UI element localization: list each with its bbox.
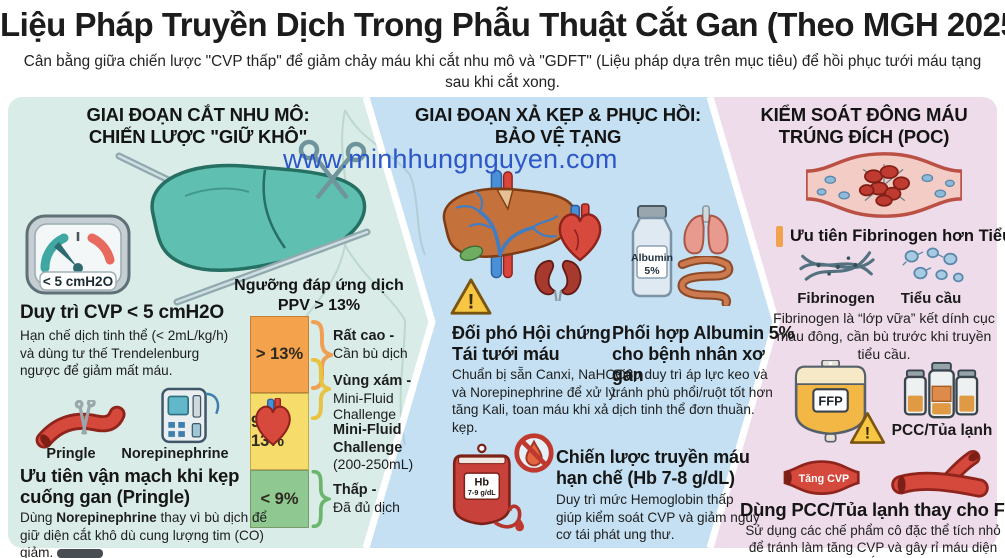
albumin-heading: Phối hợp Albumin 5% cho bệnh nhân xơ gan: [612, 323, 795, 385]
kidneys-icon: [534, 259, 582, 301]
albumin-bottle-icon: Albumin 5%: [631, 205, 673, 298]
hb-label: Hb: [475, 476, 490, 488]
coagulation-panel-title: KIỂM SOÁT ĐÔNG MÁU TRÚNG ĐÍCH (POC): [760, 104, 968, 147]
fibrinogen-label: Fibrinogen: [797, 290, 875, 307]
ffp-bag-icon: FFP !: [794, 360, 886, 444]
pcc-heading: Dùng PCC/Tủa lạnh thay cho FFP: [740, 499, 1005, 520]
blood-bag-icon: Hb 7-9 g/dL: [452, 443, 524, 532]
lungs-icon: [683, 205, 729, 255]
transfusion-heading: Chiến lược truyền máu hạn chế (Hb 7-8 g/…: [556, 447, 750, 488]
vasopressor-body: Dùng Norepinephrine thay vì bù dịch để g…: [20, 510, 268, 558]
svg-text:!: !: [865, 424, 870, 442]
albumin-body: Giúp duy trì áp lực keo và tránh phù phổ…: [612, 367, 773, 417]
cvp-gauge-value: < 5 cmH2O: [43, 274, 113, 289]
svg-text:7-9 g/dL: 7-9 g/dL: [468, 488, 496, 497]
raised-cvp-vessel-icon: Tăng CVP: [783, 460, 860, 495]
brace-low-icon: [311, 470, 331, 528]
page-subtitle: Cân bằng giữa chiến lược "CVP thấp" để g…: [23, 53, 982, 91]
norepinephrine-label: Norepinephrine: [121, 446, 229, 462]
fibrinogen-icon: [799, 251, 875, 281]
heart-icon: [558, 203, 602, 262]
reperfusion-heading: Đối phó Hội chứng Tái tưới máu: [452, 323, 611, 364]
cvp-gauge-icon: < 5 cmH2O: [25, 214, 131, 295]
blood-clot-vessel-illustration: [806, 152, 962, 218]
partially-visible-object: [57, 549, 103, 558]
ppv-scale-title: Ngưỡng đáp ứng dịch PPV > 13%: [234, 277, 404, 314]
liver-resection-illustration: [115, 139, 371, 306]
fibrinogen-body: Fibrinogen là “lớp vữa” kết dính cục máu…: [773, 310, 995, 362]
pringle-label: Pringle: [46, 446, 96, 462]
platelets-icon: [902, 247, 964, 283]
ppv-label-low: Thấp - Đã đủ dịch: [333, 482, 400, 515]
liver-reperfusion-illustration: [442, 169, 577, 279]
ffp-label: FFP: [818, 394, 843, 409]
priority-accent-bar: [776, 226, 783, 247]
page-title: Liệu Pháp Truyền Dịch Trong Phẫu Thuật C…: [0, 6, 1005, 43]
ppv-zone-low: < 9%: [250, 470, 309, 528]
ppv-zone-high: > 13%: [250, 316, 309, 393]
platelet-label: Tiểu cầu: [900, 290, 962, 307]
heart-small-icon: [255, 398, 291, 446]
watermark: www.minhhungnguyen.com: [283, 144, 618, 174]
vasopressor-heading: Ưu tiên vận mạch khi kẹp cuống gan (Prin…: [20, 465, 240, 507]
resection-panel-title: GIAI ĐOẠN CẮT NHU MÔ: CHIẾN LƯỢC "GIỮ KH…: [86, 104, 310, 147]
cvp-vessel-label: Tăng CVP: [799, 473, 849, 485]
reperfusion-panel-title: GIAI ĐOẠN XẢ KẸP & PHỤC HỒI: BẢO VỆ TẠNG: [415, 104, 701, 147]
ppv-label-high: Rất cao - Cần bù dịch: [333, 328, 408, 361]
warning-triangle-icon: !: [450, 278, 492, 315]
no-transfusion-icon: [514, 433, 554, 473]
pcc-vials-icon: [903, 362, 979, 419]
priority-heading: Ưu tiên Fibrinogen hơn Tiểu cầu: [790, 227, 1005, 245]
svg-text:!: !: [468, 290, 475, 313]
cvp-body: Hạn chế dịch tinh thể (< 2mL/kg/h) và dù…: [20, 328, 229, 378]
svg-text:5%: 5%: [644, 265, 660, 277]
brace-gray-icon: [310, 358, 331, 420]
pringle-clamp-vessel-icon: [35, 400, 126, 449]
reperfusion-body: Chuẩn bị sẵn Canxi, NaHCO3 và Norepineph…: [452, 367, 634, 435]
pcc-label: PCC/Tủa lạnh: [891, 422, 993, 439]
ppv-label-mid: Mini-Fluid Challenge (200-250mL): [333, 422, 414, 472]
transfusion-body: Duy trì mức Hemoglobin thấp giúp kiểm so…: [556, 492, 760, 542]
intestine-icon: [677, 256, 734, 306]
ppv-label-gray: Vùng xám - Mini-Fluid Challenge: [333, 373, 412, 422]
branch-vessel-icon: [891, 450, 989, 498]
cvp-heading: Duy trì CVP < 5 cmH2O: [20, 302, 225, 323]
infusion-pump-icon: [161, 387, 220, 444]
albumin-label: Albumin: [631, 252, 673, 264]
scissors-icon: [298, 139, 367, 200]
pcc-body: Sử dụng các chế phẩm cô đặc thể tích nhỏ…: [745, 523, 1001, 558]
